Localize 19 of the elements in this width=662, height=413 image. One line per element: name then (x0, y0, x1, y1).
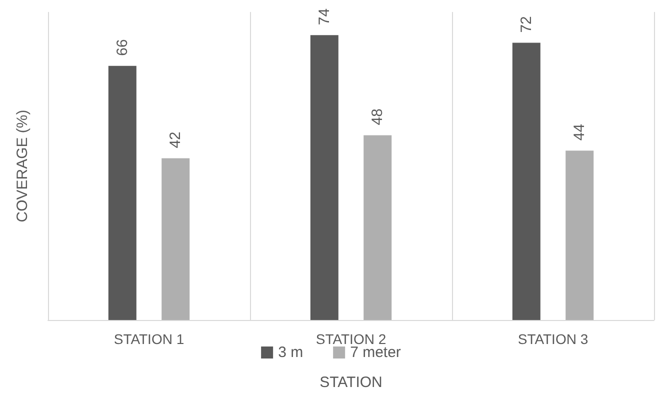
data-label: 48 (369, 108, 386, 126)
bar (108, 66, 136, 320)
data-label: 42 (167, 132, 184, 148)
bar (364, 135, 392, 320)
x-axis-title: STATION (320, 374, 382, 391)
data-label: 66 (114, 39, 131, 56)
legend-label: 3 m (278, 344, 304, 361)
bar (310, 35, 338, 320)
data-label: 74 (316, 8, 333, 26)
x-tick-label: STATION 2 (316, 331, 386, 347)
bar (162, 158, 190, 320)
data-label: 72 (518, 16, 535, 33)
legend-label: 7 meter (350, 344, 401, 361)
bar (566, 150, 594, 320)
y-axis-title: COVERAGE (%) (14, 110, 31, 222)
bar (512, 42, 540, 320)
x-tick-label: STATION 1 (114, 331, 184, 347)
data-label: 44 (571, 124, 588, 141)
x-tick-label: STATION 3 (518, 331, 588, 347)
